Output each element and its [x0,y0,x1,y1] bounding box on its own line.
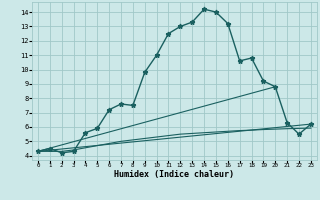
X-axis label: Humidex (Indice chaleur): Humidex (Indice chaleur) [115,170,234,179]
